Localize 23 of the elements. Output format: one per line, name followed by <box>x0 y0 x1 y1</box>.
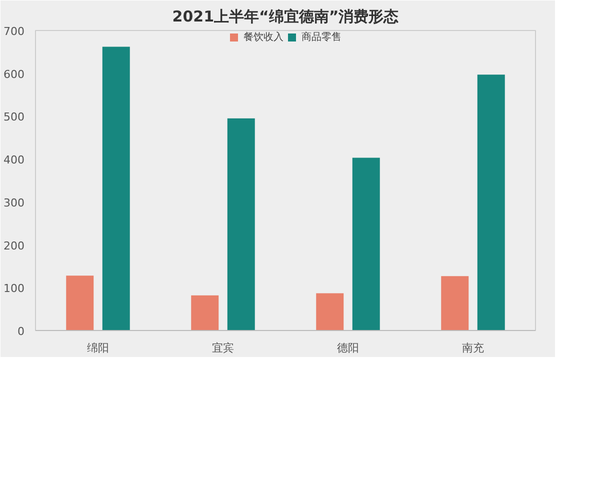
legend-label: 餐饮收入 <box>244 30 284 44</box>
x-tick-label: 宜宾 <box>212 342 234 354</box>
x-tick-label: 德阳 <box>337 342 359 354</box>
x-tick-label: 绵阳 <box>87 342 109 354</box>
y-tick-label: 700 <box>4 25 25 38</box>
bar <box>66 276 94 330</box>
y-tick-label: 0 <box>18 325 24 338</box>
x-tick-label: 南充 <box>462 342 484 354</box>
bar <box>477 74 505 330</box>
bar <box>352 158 380 330</box>
y-tick-label: 600 <box>4 68 25 81</box>
bar <box>316 293 344 330</box>
y-tick-label: 400 <box>4 154 25 167</box>
bar <box>227 118 255 330</box>
y-tick-label: 200 <box>4 239 25 252</box>
y-tick-label: 300 <box>4 196 25 210</box>
y-tick-label: 100 <box>4 282 25 296</box>
bar <box>102 46 130 330</box>
legend-label: 商品零售 <box>302 30 342 44</box>
bar <box>441 276 469 330</box>
chart-title: 2021上半年“绵宜德南”消费形态 <box>172 8 399 26</box>
bar <box>191 295 219 330</box>
y-tick-label: 500 <box>4 110 25 124</box>
